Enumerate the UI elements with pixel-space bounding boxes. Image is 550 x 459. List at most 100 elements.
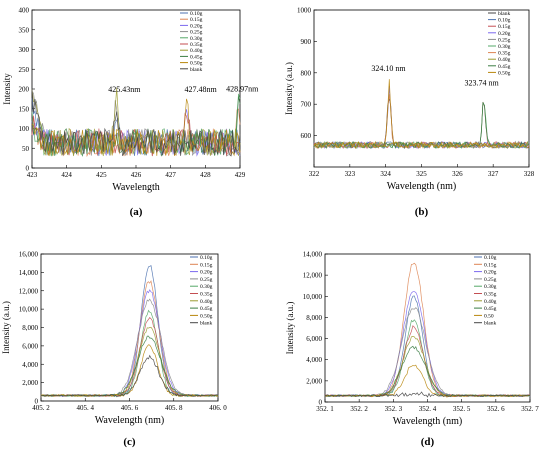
x-tick-label: 406. 0: [209, 404, 227, 412]
peak-annotation: 323.74 nm: [465, 78, 500, 87]
y-axis-label: Intensity (a.u.): [1, 301, 11, 354]
series-line-blank: [31, 88, 241, 157]
y-tick-label: 12,000: [303, 272, 323, 280]
chart-panel-3: 405. 2 405. 4 405. 6 405. 8 406. 0 0 2,000 4,00…: [1, 251, 227, 449]
series-line-0-45g: [313, 102, 530, 149]
x-tick-label: 323: [345, 170, 356, 178]
legend-entry: 0.35g: [200, 292, 213, 298]
legend-entry: 0.20g: [190, 23, 203, 29]
x-tick-label: 405. 2: [32, 404, 50, 412]
legend-entry: 0.50: [484, 313, 494, 319]
y-tick-label: 150: [19, 105, 30, 113]
legend-entry: 0.45g: [498, 64, 511, 70]
y-tick-label: 2,000: [306, 377, 322, 385]
y-tick-label: 8,000: [22, 324, 38, 332]
series-line-blank: [41, 354, 219, 398]
legend-entry: 0.15g: [498, 24, 511, 30]
legend-entry: 0.10g: [498, 18, 511, 24]
series-line-blank: [313, 98, 530, 150]
y-tick-label: 12,000: [19, 287, 39, 295]
x-tick-label: 324: [380, 170, 391, 178]
series-line-0-20g: [324, 291, 531, 398]
y-tick-label: 200: [19, 86, 30, 94]
series-line-0-50g: [31, 98, 241, 157]
series-line-0-20g: [40, 289, 219, 397]
series-line-0-15g: [324, 262, 531, 398]
x-tick-label: 328: [524, 170, 535, 178]
y-tick-label: 14,000: [19, 269, 39, 277]
series-line-0-35g: [313, 94, 530, 149]
x-tick-label: 352. 4: [419, 405, 437, 413]
series-line-0-50g: [313, 79, 530, 150]
y-tick-label: 800: [301, 69, 312, 77]
legend-entry: 0.15g: [484, 262, 497, 268]
panel-label: (a): [130, 206, 143, 218]
peak-annotation: 425.43nm: [108, 85, 141, 94]
x-tick-label: 325: [416, 170, 427, 178]
x-tick-label: 327: [488, 170, 499, 178]
series-line-0-20g: [313, 86, 530, 150]
series-line-0-40g: [313, 140, 530, 149]
legend-entry: 0.25g: [484, 277, 497, 283]
plot-frame: [40, 253, 219, 402]
legend-entry: 0.35g: [190, 42, 203, 48]
y-tick-label: 4,000: [306, 356, 322, 364]
x-tick-label: 352. 2: [350, 405, 368, 413]
legend-entry: 0.45g: [200, 306, 213, 312]
y-tick-label: 6,000: [22, 342, 38, 350]
legend-entry: 0.25g: [200, 277, 213, 283]
y-tick-label: 600: [301, 132, 312, 140]
legend-entry: 0.10g: [484, 255, 497, 261]
x-axis-label: Wavelength (nm): [387, 181, 456, 192]
x-axis-label: Wavelength (nm): [393, 416, 462, 427]
panel-label: (b): [415, 206, 429, 218]
legend-entry: 0.40g: [484, 299, 497, 305]
y-tick-label: 4,000: [22, 361, 38, 369]
legend-entry: 0.10g: [200, 255, 213, 261]
panel-label: (d): [421, 436, 435, 448]
peak-annotation: 427.48nm: [185, 85, 218, 94]
x-tick-label: 427: [165, 171, 176, 179]
x-tick-label: 322: [309, 170, 320, 178]
legend-entry: 0.30g: [190, 36, 203, 42]
y-tick-label: 700: [301, 101, 312, 109]
x-tick-label: 326: [452, 170, 463, 178]
chart-panel-1: 423 424 425 426 427 428 429 0 50 100 150 200 250 300 3…: [2, 7, 259, 219]
y-tick-label: 900: [301, 38, 312, 46]
y-tick-label: 10,000: [19, 306, 39, 314]
legend-entry: 0.30g: [200, 284, 213, 290]
legend-entry: 0.10g: [190, 11, 203, 17]
y-tick-label: 250: [19, 66, 30, 74]
y-tick-label: 300: [19, 46, 30, 54]
x-tick-label: 405. 4: [77, 404, 95, 412]
series-line-0-25g: [324, 307, 531, 397]
panel-label: (c): [123, 436, 136, 448]
legend-entry: 0.25g: [498, 37, 511, 43]
legend-entry: blank: [200, 321, 212, 327]
legend-entry: 0.45g: [190, 54, 203, 60]
y-tick-label: 100: [19, 125, 30, 133]
legend-entry: 0.45g: [484, 306, 497, 312]
series-line-0-15g: [313, 101, 530, 149]
series-line-blank: [324, 391, 531, 398]
y-tick-label: 1000: [297, 7, 312, 15]
legend-entry: 0.40g: [190, 48, 203, 54]
series-line-0-30g: [313, 102, 529, 150]
x-tick-label: 352. 5: [453, 405, 471, 413]
legend-entry: 0.15g: [190, 17, 203, 23]
series-line-0-30g: [324, 319, 531, 398]
x-tick-label: 405. 8: [165, 404, 183, 412]
legend-entry: 0.50g: [498, 70, 511, 76]
x-tick-label: 426: [131, 171, 142, 179]
x-tick-label: 424: [61, 171, 72, 179]
series-line-0-45g: [324, 345, 531, 398]
y-axis-label: Intensity: [2, 73, 12, 105]
legend-entry: 0.50g: [200, 313, 213, 319]
y-tick-label: 14,000: [303, 251, 323, 259]
legend-entry: blank: [484, 321, 496, 327]
legend-entry: 0.15g: [200, 262, 213, 268]
x-tick-label: 352. 6: [487, 405, 505, 413]
x-tick-label: 425: [96, 171, 107, 179]
y-tick-label: 8,000: [306, 314, 322, 322]
